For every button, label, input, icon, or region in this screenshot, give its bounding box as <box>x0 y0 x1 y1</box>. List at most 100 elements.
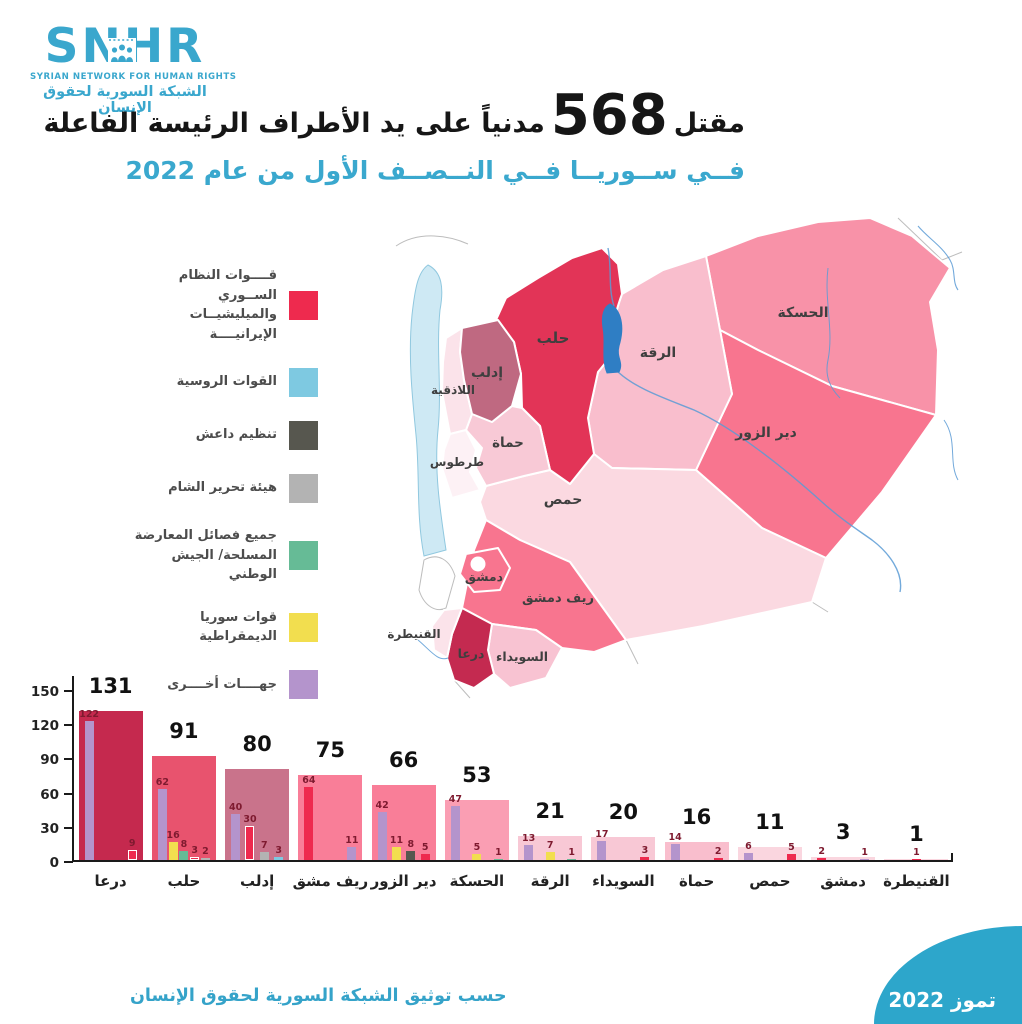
total-label-3: 75 <box>315 737 345 762</box>
x-label-9: حمص <box>749 872 791 890</box>
y-tick-60 <box>64 792 73 795</box>
x-label-3: ريف مشق <box>292 872 369 890</box>
legend-item-isis: تنظيم داعش <box>118 420 318 450</box>
x-label-1: حلب <box>167 872 201 890</box>
label-suwayda: السويداء <box>496 649 548 664</box>
sub-bar-5-opposition <box>493 858 503 860</box>
legend-swatch-opposition <box>289 540 318 570</box>
bar-group-8: 16 14 2 حماة <box>660 676 733 890</box>
corner-badge: تموز 2022 <box>874 926 1022 1024</box>
y-tick-0 <box>64 861 73 863</box>
sub-bar-0-other <box>84 720 94 860</box>
title-suffix: مدنياً على يد الأطراف الرئيسة الفاعلة <box>43 108 545 139</box>
legend-item-opposition: جميع فصائل المعارضة المسلحة/ الجيش الوطن… <box>118 526 318 585</box>
legend-item-russia: القوات الروسية <box>118 367 318 397</box>
bar-group-9: 11 6 5 حمص <box>733 676 806 890</box>
y-tick-120 <box>64 724 73 727</box>
label-idlib: إدلب <box>471 365 503 381</box>
legend-label-opposition: جميع فصائل المعارضة المسلحة/ الجيش الوطن… <box>134 528 277 582</box>
x-label-4: دير الزور <box>370 872 437 890</box>
sub-bar-2-other <box>231 814 241 860</box>
sub-label-5-sdf: 5 <box>473 842 481 854</box>
sub-bar-2-russia <box>274 856 284 860</box>
report-date: تموز 2022 <box>888 988 996 1012</box>
label-raqqa: الرقة <box>640 345 676 361</box>
sub-label-6-sdf: 7 <box>546 840 554 852</box>
sub-bar-6-other <box>524 845 534 860</box>
total-label-9: 11 <box>755 810 785 835</box>
total-label-0: 131 <box>88 673 133 698</box>
total-label-8: 16 <box>682 804 712 829</box>
label-hama: حماة <box>492 435 524 451</box>
total-bar-10 <box>811 856 876 860</box>
legend-swatch-hts <box>289 473 318 503</box>
sub-label-3-regime: 64 <box>302 775 316 787</box>
sub-label-10-regime: 2 <box>818 845 825 857</box>
sub-label-8-other: 14 <box>668 832 682 844</box>
total-bar-9 <box>737 847 802 860</box>
snhr-logo: SNHR SYRIAN NETWORK FOR HUMAN RIGHTS الش… <box>30 22 237 117</box>
sub-bar-9-other <box>743 853 753 860</box>
sub-label-4-sdf: 11 <box>389 835 404 847</box>
sub-bar-2-regime <box>245 825 255 860</box>
total-label-11: 1 <box>909 821 924 846</box>
label-aleppo: حلب <box>537 329 570 347</box>
label-quneitra: القنيطرة <box>387 627 440 641</box>
bar-group-5: 53 47 5 1 الحسكة <box>440 676 513 890</box>
bar-group-3: 75 64 11 ريف مشق <box>293 676 368 891</box>
sub-label-6-other: 13 <box>522 833 536 845</box>
syria-map-svg: حلب إدلب اللاذقية طرطوس حماة الرقة الحسك… <box>387 217 963 699</box>
y-tick-90 <box>64 758 73 761</box>
sub-label-4-regime: 5 <box>421 842 429 854</box>
sub-label-2-russia: 3 <box>275 844 282 856</box>
y-tick-label-120: 120 <box>30 718 59 735</box>
x-label-7: السويداء <box>592 872 655 890</box>
legend-label-sdf: قوات سوريا الديمقراطية <box>199 609 277 645</box>
total-label-4: 66 <box>389 747 419 772</box>
sub-label-1-hts: 2 <box>202 845 209 857</box>
sub-bar-2-hts <box>259 852 269 860</box>
x-label-10: دمشق <box>820 872 867 890</box>
label-homs: حمص <box>544 492 583 508</box>
sub-bar-4-isis <box>406 850 416 860</box>
legend-item-other: جهــــات أخــــرى <box>118 670 318 700</box>
sub-bar-0-regime <box>127 849 137 860</box>
sub-label-4-other: 42 <box>375 800 389 812</box>
syria-map: حلب إدلب اللاذقية طرطوس حماة الرقة الحسك… <box>358 210 963 705</box>
sub-bar-5-sdf <box>472 854 482 860</box>
snhr-name-ar: الشبكة السورية لحقوق الإنسان <box>43 84 207 117</box>
sub-bar-3-other <box>347 847 357 860</box>
sub-bar-10-other <box>860 858 870 860</box>
total-label-2: 80 <box>242 731 272 756</box>
legend-label-russia: القوات الروسية <box>176 374 277 390</box>
y-tick-30 <box>64 826 73 829</box>
sub-label-9-regime: 5 <box>788 842 795 854</box>
sub-bar-8-other <box>670 844 680 860</box>
total-bar-7 <box>591 837 656 860</box>
sub-bar-6-opposition <box>567 858 577 860</box>
sub-label-1-opposition: 8 <box>180 838 188 850</box>
province-labels: حلب إدلب اللاذقية طرطوس حماة الرقة الحسك… <box>387 305 828 664</box>
label-tartus: طرطوس <box>430 455 484 470</box>
total-label-10: 3 <box>835 819 851 844</box>
x-axis-end-tick <box>951 853 953 862</box>
snhr-name-en: SYRIAN NETWORK FOR HUMAN RIGHTS <box>30 72 237 83</box>
total-bar-8 <box>664 841 729 860</box>
infographic-title: مقتل568مدنياً على يد الأطراف الرئيسة الف… <box>43 84 745 186</box>
bar-group-1: 91 62 16 8 3 2 حلب <box>147 676 220 890</box>
sub-label-2-other: 40 <box>229 802 243 814</box>
sub-bar-3-regime <box>304 787 314 860</box>
bar-group-11: 1 1 القنيطرة <box>880 676 953 890</box>
bar-group-0: 131 122 9 درعا <box>74 673 147 890</box>
sub-bar-1-regime <box>190 856 200 860</box>
snhr-acronym: SNHR <box>30 22 220 71</box>
label-latakia: اللاذقية <box>431 383 475 397</box>
x-label-0: درعا <box>94 872 127 890</box>
source-note: حسب توثيق الشبكة السورية لحقوق الإنسان <box>130 986 507 1006</box>
legend-swatch-sdf <box>289 612 318 642</box>
perpetrator-legend: قــــوات النظام الســوري والميليشيــات ا… <box>118 266 318 723</box>
sub-bar-8-regime <box>713 857 723 860</box>
sub-bar-1-opposition <box>179 850 189 860</box>
sub-label-11-regime: 1 <box>913 846 920 858</box>
sub-bar-9-regime <box>786 854 796 860</box>
